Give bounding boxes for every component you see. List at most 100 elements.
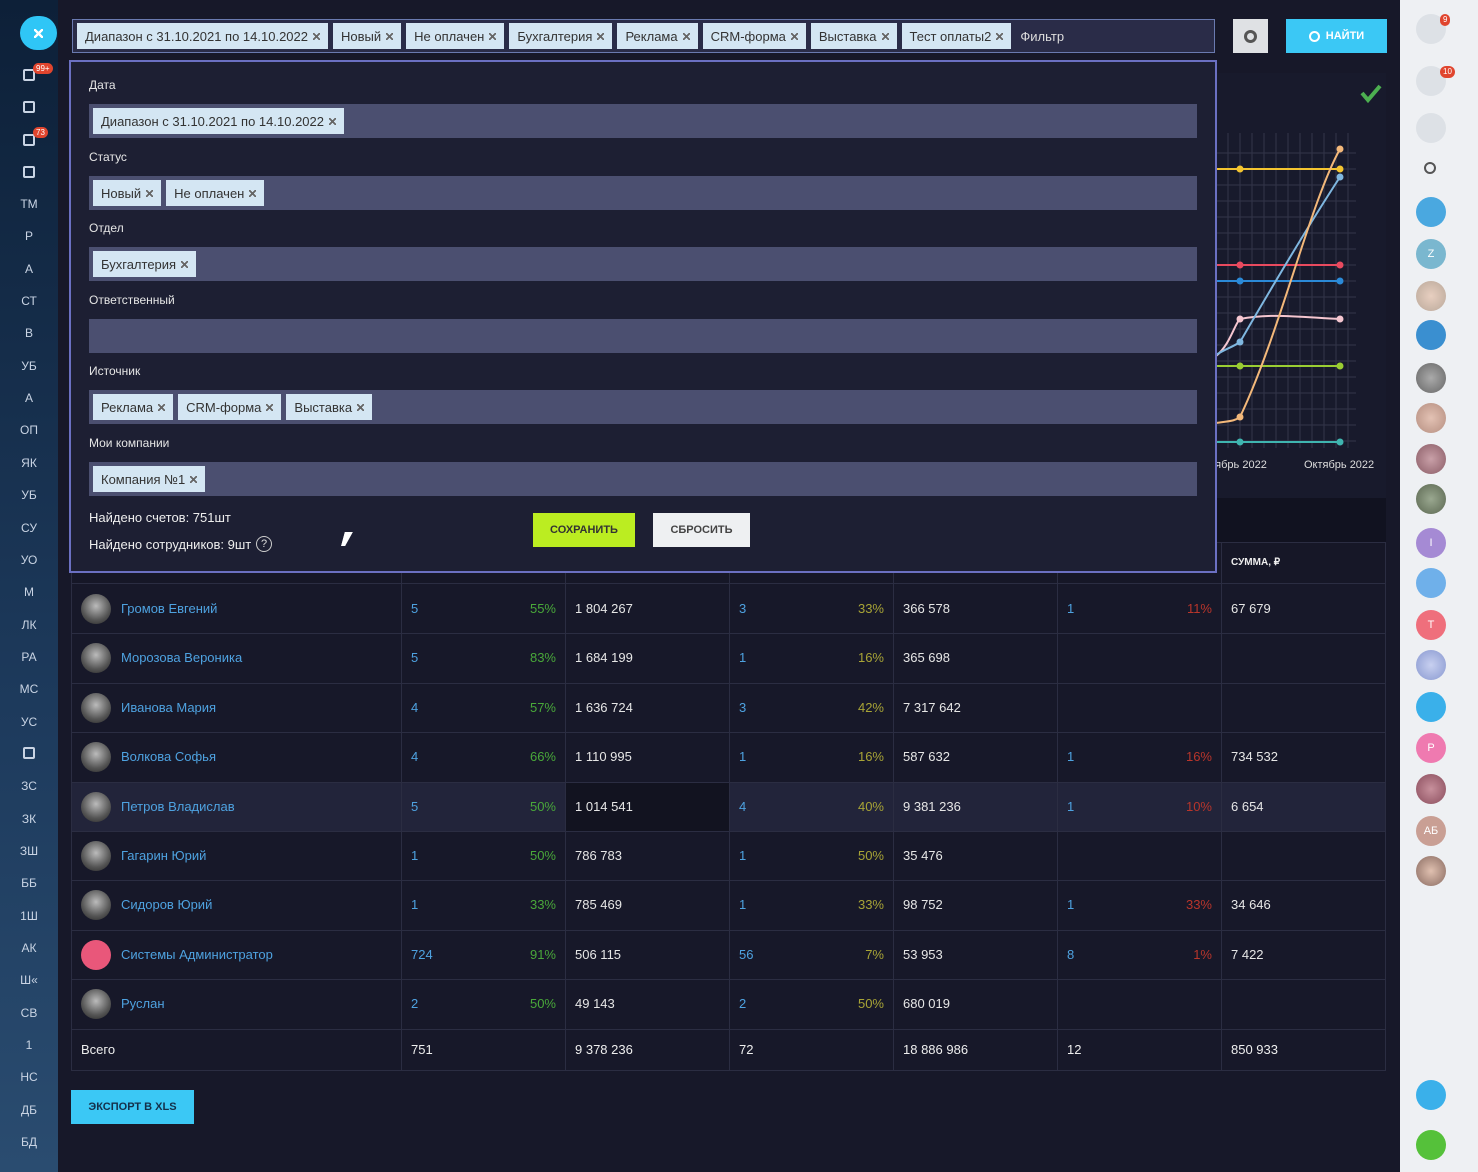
group-icon[interactable] [1416, 692, 1446, 722]
count[interactable]: 1 [739, 650, 747, 666]
count[interactable]: 1 [411, 848, 419, 863]
avatar-initials[interactable]: Z [1416, 239, 1446, 269]
filter-chip[interactable]: Новый [333, 23, 402, 49]
avatar[interactable] [1416, 650, 1446, 680]
app-icon[interactable] [1416, 197, 1446, 227]
feed-icon[interactable] [23, 101, 35, 113]
nav-item[interactable]: ДБ [20, 1102, 37, 1117]
field-chip[interactable]: Не оплачен [166, 180, 265, 206]
count[interactable]: 5 [411, 650, 419, 666]
save-button[interactable]: СОХРАНИТЬ [533, 513, 635, 547]
phone-button[interactable] [1416, 1130, 1446, 1160]
avatar[interactable] [1416, 856, 1446, 886]
avatar-initials[interactable]: T [1416, 610, 1446, 640]
count[interactable]: 2 [739, 996, 747, 1012]
field-chip[interactable]: Новый [93, 180, 162, 206]
avatar[interactable] [1416, 774, 1446, 804]
nav-item[interactable]: ОП [20, 423, 38, 438]
chip-remove[interactable] [386, 32, 394, 40]
employee-name[interactable]: Системы Администратор [121, 946, 273, 962]
chip-remove[interactable] [357, 403, 365, 411]
nav-item[interactable]: ЯК [21, 455, 37, 470]
tasks-icon[interactable] [23, 134, 35, 146]
settings-button[interactable] [1233, 19, 1268, 53]
nav-item[interactable]: УБ [21, 358, 37, 373]
count[interactable]: 1 [739, 897, 747, 913]
count[interactable]: 56 [739, 946, 754, 962]
avatar[interactable] [1416, 281, 1446, 311]
count[interactable]: 5 [411, 798, 419, 814]
chip-remove[interactable] [996, 32, 1004, 40]
field-chip[interactable]: CRM-форма [178, 394, 282, 420]
chip-remove[interactable] [181, 260, 189, 268]
employee-name[interactable]: Гагарин Юрий [121, 848, 207, 863]
avatar[interactable] [1416, 363, 1446, 393]
close-button[interactable] [20, 16, 57, 50]
chip-remove[interactable] [313, 32, 320, 40]
nav-item[interactable]: ЗШ [19, 844, 39, 858]
avatar[interactable] [1416, 444, 1446, 474]
count[interactable]: 4 [739, 798, 747, 814]
count[interactable]: 1 [739, 848, 747, 863]
filter-icon[interactable] [23, 69, 35, 81]
count[interactable]: 3 [739, 699, 747, 715]
nav-item[interactable]: А [24, 391, 33, 406]
nav-item[interactable]: 1 [25, 1038, 33, 1053]
employee-name[interactable]: Сидоров Юрий [121, 897, 213, 913]
count[interactable]: 4 [411, 749, 419, 765]
filter-chip[interactable]: Тест оплаты2 [901, 23, 1012, 49]
field-chip[interactable]: Компания №1 [93, 466, 206, 492]
field-input[interactable]: Компания №1 [89, 462, 1197, 496]
nav-item[interactable]: АК [21, 941, 37, 956]
nav-item[interactable]: СУ [21, 520, 37, 535]
employee-name[interactable]: Петров Владислав [121, 798, 235, 814]
employee-name[interactable]: Иванова Мария [121, 699, 217, 715]
nav-item[interactable]: УБ [21, 488, 37, 503]
nav-item[interactable]: СВ [20, 1005, 38, 1020]
help-icon[interactable]: ? [256, 536, 272, 552]
filter-chip[interactable]: Выставка [810, 23, 897, 49]
nav-item[interactable]: РА [21, 649, 37, 664]
nav-item[interactable]: В [24, 326, 33, 341]
nav-item[interactable]: А [24, 261, 33, 276]
nav-item[interactable]: УО [20, 552, 38, 567]
nav-item[interactable]: БД [20, 1135, 37, 1150]
employee-name[interactable]: Руслан [121, 996, 165, 1012]
field-input[interactable]: Бухгалтерия [89, 247, 1197, 281]
chip-remove[interactable] [249, 189, 257, 197]
search-button[interactable]: НАЙТИ [1286, 19, 1387, 53]
nav-item[interactable]: Ш« [20, 973, 38, 988]
employee-name[interactable]: Волкова Софья [121, 749, 216, 765]
count[interactable]: 1 [739, 749, 747, 765]
count[interactable]: 3 [739, 601, 747, 616]
doc-icon[interactable] [23, 166, 35, 178]
chip-remove[interactable] [790, 32, 798, 40]
group-icon[interactable] [1416, 320, 1446, 350]
count[interactable]: 724 [411, 946, 433, 962]
chip-remove[interactable] [597, 32, 605, 40]
count[interactable]: 5 [411, 601, 419, 616]
export-button[interactable]: ЭКСПОРТ В XLS [71, 1090, 194, 1124]
filter-chip[interactable]: Не оплачен [406, 23, 505, 49]
chip-remove[interactable] [682, 32, 690, 40]
count[interactable]: 1 [1067, 897, 1075, 913]
nav-item[interactable]: УС [20, 714, 38, 729]
chip-remove[interactable] [266, 403, 274, 411]
nav-item[interactable]: 1Ш [20, 908, 38, 923]
avatar[interactable] [1416, 403, 1446, 433]
field-input[interactable]: Диапазон с 31.10.2021 по 14.10.2022 [89, 104, 1197, 138]
nav-item[interactable]: Р [24, 229, 33, 244]
group-icon[interactable] [1416, 568, 1446, 598]
filter-input[interactable]: Диапазон с 31.10.2021 по 14.10.2022 Новый… [72, 19, 1215, 53]
count[interactable]: 4 [411, 699, 419, 715]
count[interactable]: 2 [411, 996, 419, 1012]
nav-item[interactable]: ЛК [21, 617, 37, 632]
filter-chip[interactable]: Диапазон с 31.10.2021 по 14.10.2022 [77, 23, 328, 49]
chip-remove[interactable] [158, 403, 166, 411]
employee-name[interactable]: Морозова Вероника [121, 650, 243, 666]
chip-remove[interactable] [881, 32, 889, 40]
nav-item[interactable]: ЗК [21, 811, 37, 826]
avatar[interactable] [1416, 484, 1446, 514]
robot-icon[interactable] [23, 747, 35, 759]
count[interactable]: 1 [1067, 601, 1075, 616]
